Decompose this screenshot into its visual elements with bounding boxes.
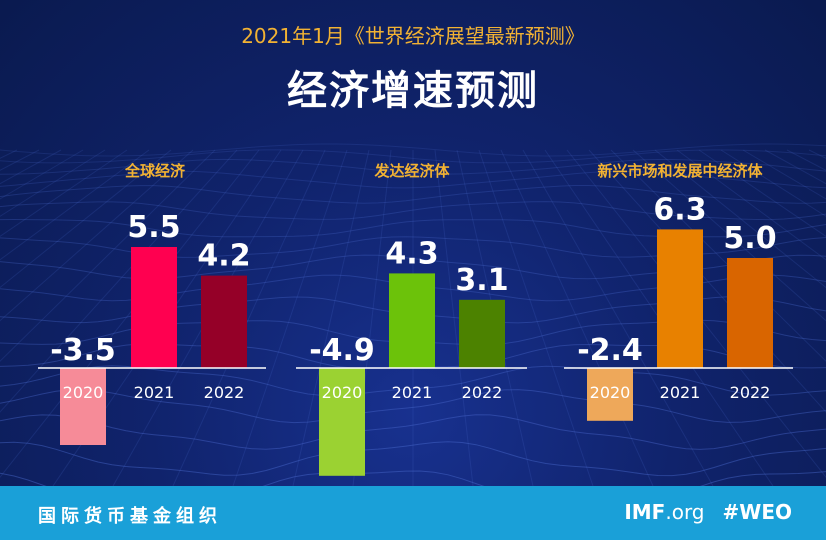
grid-perspective-line <box>0 149 194 322</box>
grid-perspective-line <box>0 149 172 289</box>
bar-2021 <box>657 229 703 368</box>
grid-wave-line <box>0 143 826 157</box>
grid-wave-line <box>0 149 826 164</box>
panel-title-emerging: 新兴市场和发展中经济体 <box>597 162 763 180</box>
grid-perspective-line <box>172 149 326 486</box>
bar-2022 <box>459 299 505 368</box>
org-name: 国际货币基金组织 <box>38 506 222 527</box>
grid-perspective-line <box>0 149 150 261</box>
grid-perspective-line <box>522 149 714 486</box>
site-brand: IMF <box>624 500 666 524</box>
category-label-2020: 2020 <box>63 383 104 402</box>
bar-2020 <box>587 368 633 421</box>
grid-perspective-line <box>632 149 826 322</box>
category-label-2021: 2021 <box>660 383 701 402</box>
bar-2021 <box>131 247 177 368</box>
growth-forecast-charts: -3.5 2020 5.5 2021 4.2 2022 -4.9 2020 4.3 2021 3.1… <box>38 192 793 476</box>
bar-2022 <box>201 275 247 368</box>
value-label-2022: 4.2 <box>197 239 250 274</box>
grid-perspective-line <box>720 149 826 217</box>
grid-wave-line <box>0 201 826 221</box>
value-label-2021: 4.3 <box>385 236 438 271</box>
category-label-2021: 2021 <box>392 383 433 402</box>
report-subtitle: 2021年1月《世界经济展望最新预测》 <box>241 24 585 48</box>
grid-perspective-line <box>698 149 826 237</box>
value-label-2021: 6.3 <box>653 192 706 227</box>
category-label-2021: 2021 <box>134 383 175 402</box>
value-label-2021: 5.5 <box>127 210 180 245</box>
grid-perspective-line <box>478 149 594 486</box>
category-label-2022: 2022 <box>730 383 771 402</box>
grid-perspective-line <box>610 149 826 362</box>
value-label-2022: 3.1 <box>455 263 508 298</box>
bar-2020 <box>319 368 365 476</box>
footer-links: IMF.org #WEO <box>624 500 792 524</box>
bar-2020 <box>60 368 106 445</box>
value-label-2020: -3.5 <box>50 333 116 368</box>
grid-wave-line <box>0 170 826 189</box>
value-label-2020: -4.9 <box>309 333 375 368</box>
category-label-2020: 2020 <box>322 383 363 402</box>
grid-perspective-line <box>0 149 260 478</box>
bar-2022 <box>727 258 773 368</box>
grid-wave-line <box>0 185 826 204</box>
footer-bar: 国际货币基金组织 IMF.org #WEO <box>0 486 826 540</box>
grid-perspective-line <box>676 149 826 261</box>
category-label-2020: 2020 <box>590 383 631 402</box>
grid-perspective-line <box>654 149 826 289</box>
bar-chart-panel-1: -3.5 2020 5.5 2021 4.2 2022 <box>38 210 266 445</box>
grid-perspective-line <box>292 149 370 486</box>
grid-wave-line <box>0 441 826 477</box>
bar-chart-panel-2: -4.9 2020 4.3 2021 3.1 2022 <box>296 236 527 476</box>
site-suffix: .org <box>665 500 705 524</box>
grid-wave-line <box>0 158 826 175</box>
bar-2021 <box>389 273 435 368</box>
page-title: 经济增速预测 <box>287 68 539 114</box>
grid-perspective-line <box>434 149 474 486</box>
grid-perspective-line <box>500 149 654 486</box>
grid-wave-line <box>0 388 826 424</box>
grid-perspective-line <box>0 149 238 413</box>
grid-perspective-line <box>0 149 216 362</box>
category-label-2022: 2022 <box>462 383 503 402</box>
grid-perspective-line <box>0 149 128 237</box>
value-label-2022: 5.0 <box>723 221 776 256</box>
grid-perspective-line <box>232 149 348 486</box>
category-label-2022: 2022 <box>204 383 245 402</box>
grid-wave-line <box>0 414 826 450</box>
panel-title-global: 全球经济 <box>124 162 185 180</box>
value-label-2020: -2.4 <box>577 333 643 368</box>
grid-perspective-line <box>0 149 106 217</box>
grid-wave-line <box>0 470 826 486</box>
bar-chart-panel-3: -2.4 2020 6.3 2021 5.0 2022 <box>564 192 793 421</box>
hashtag: #WEO <box>722 500 792 524</box>
panel-title-advanced: 发达经济体 <box>374 162 450 180</box>
